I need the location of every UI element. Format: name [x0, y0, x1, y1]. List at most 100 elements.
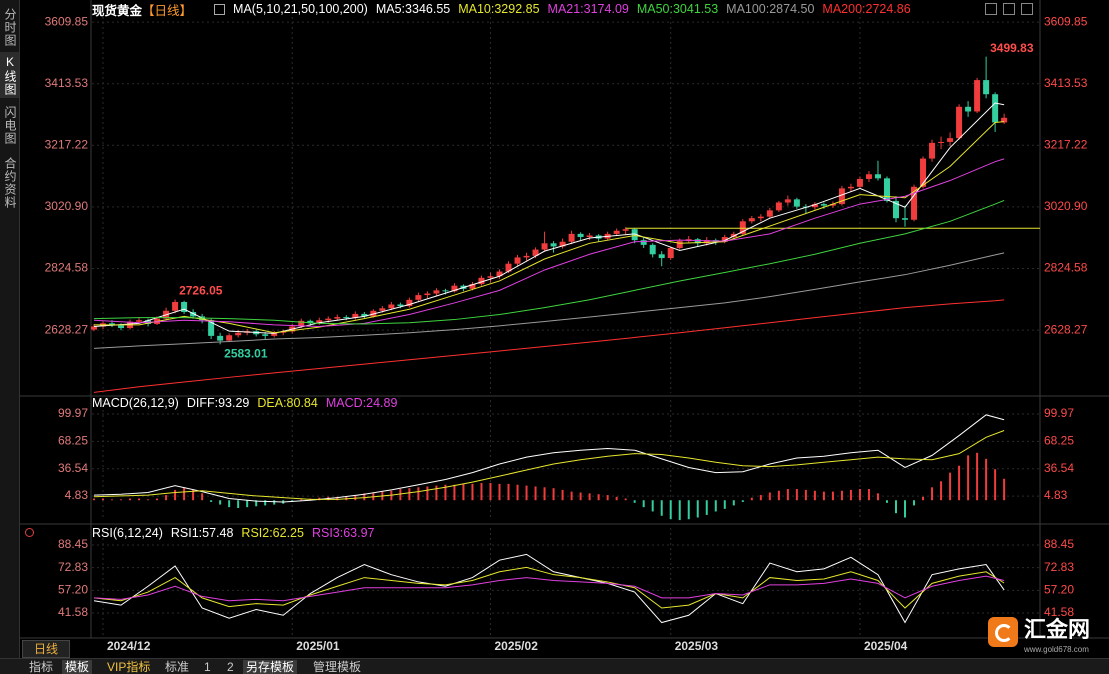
macd-bar [120, 499, 123, 501]
candle-body [820, 204, 827, 206]
macd-bar [967, 455, 970, 501]
macd-bar [813, 490, 816, 501]
y-tick-label: 36.54 [1044, 461, 1074, 475]
y-tick-label: 3217.22 [45, 137, 89, 151]
macd-bar [408, 488, 411, 501]
sidebar-tab[interactable]: 闪电图 [3, 105, 17, 145]
sidebar-tab[interactable]: 合约资料 [3, 157, 17, 209]
candle-body [280, 331, 287, 333]
candle-body [956, 106, 963, 139]
window-icon[interactable] [1003, 3, 1015, 15]
tab[interactable]: 管理模板 [313, 660, 362, 674]
candle-body [613, 230, 620, 234]
macd-bar [471, 483, 474, 501]
indicator-line [93, 553, 1005, 624]
candle-body [784, 199, 791, 203]
tab[interactable]: 1 [204, 660, 211, 674]
candle-body [865, 174, 872, 179]
candle-body [442, 290, 449, 292]
macd-bar [822, 491, 825, 501]
period-button[interactable]: 日线 [22, 640, 70, 658]
indicator-line [93, 158, 1005, 327]
macd-bar [976, 452, 979, 501]
tab[interactable]: 另存模板 [243, 660, 298, 674]
macd-bar [624, 498, 627, 501]
candle-body [938, 141, 945, 143]
macd-bar [642, 500, 645, 508]
macd-bar [840, 490, 843, 501]
candle-body [388, 304, 395, 309]
indicator-icon[interactable] [25, 528, 34, 537]
legend-item: DIFF:93.29 [186, 396, 250, 410]
candle-body [649, 244, 656, 255]
candle-body [757, 216, 764, 219]
window-icon[interactable] [985, 3, 997, 15]
y-tick-label: 41.58 [1044, 605, 1074, 619]
candle-body [541, 243, 548, 250]
candle-body [874, 174, 881, 179]
macd-bar [579, 492, 582, 501]
macd-bar [696, 500, 699, 518]
candle-body [172, 301, 179, 311]
candle-body [226, 335, 233, 341]
legend-item: RSI2:62.25 [241, 526, 304, 540]
indicator-line [93, 199, 1005, 325]
tab[interactable]: 2 [227, 660, 234, 674]
macd-bar [156, 498, 159, 501]
macd-bar [480, 482, 483, 501]
indicator-line [93, 299, 1005, 393]
tab[interactable]: VIP指标 [107, 660, 151, 674]
tab[interactable]: 指标 [29, 660, 54, 674]
macd-bar [210, 500, 213, 502]
x-tick-label: 2025/02 [494, 639, 538, 653]
candle-body [739, 221, 746, 234]
macd-bar [561, 489, 564, 501]
legend: 现货黄金 【日线】 MA(5,10,21,50,100,200) MA5:3346… [92, 2, 911, 18]
candle-body [829, 204, 836, 206]
y-tick-label: 88.45 [1044, 537, 1074, 551]
macd-bar [417, 487, 420, 501]
macd-bar [949, 472, 952, 501]
indicator-line [93, 252, 1005, 349]
y-tick-label: 72.83 [1044, 560, 1074, 574]
sidebar-tab[interactable]: K线图 [0, 52, 19, 98]
tab[interactable]: 标准 [165, 660, 190, 674]
macd-bar [958, 465, 961, 501]
macd-bar [444, 484, 447, 501]
candle-body [929, 142, 936, 159]
y-tick-label: 99.97 [1044, 406, 1074, 420]
tab[interactable]: 模板 [62, 660, 93, 674]
candle-body [379, 308, 386, 311]
macd-bar [786, 489, 789, 501]
macd-bar [111, 499, 114, 501]
macd-bar [219, 500, 222, 505]
tab-bar: 指标 模板 VIP指标 标准 1 2 另存模板 管理模板 [0, 658, 1109, 674]
macd-bar [498, 483, 501, 501]
macd-bar [101, 498, 104, 501]
candle-body [676, 241, 683, 249]
macd-bar [246, 500, 249, 508]
candle-body [974, 80, 981, 112]
macd-bar [705, 500, 708, 515]
macd-bar [615, 496, 618, 501]
sidebar-tab[interactable]: 分时图 [3, 7, 17, 47]
y-tick-label: 3020.90 [45, 199, 89, 213]
candle-body [307, 320, 314, 324]
candle-body [902, 218, 909, 220]
settings-icon[interactable] [214, 3, 226, 15]
macd-bar [489, 482, 492, 501]
macd-bar [228, 500, 231, 508]
candle-body [190, 312, 197, 317]
price-annotation: 2583.01 [224, 347, 268, 361]
macd-bar [516, 484, 519, 501]
macd-bar [525, 485, 528, 501]
window-icon[interactable] [1021, 3, 1033, 15]
candle-body [965, 106, 972, 112]
candle-body [640, 240, 647, 245]
x-tick-label: 2025/01 [296, 639, 340, 653]
macd-bar [507, 483, 510, 501]
candle-body [90, 326, 97, 330]
macd-bar [201, 493, 204, 501]
legend: RSI(6,12,24) RSI1:57.48 RSI2:62.25 RSI3:63.… [92, 526, 375, 540]
macd-bar [336, 496, 339, 501]
